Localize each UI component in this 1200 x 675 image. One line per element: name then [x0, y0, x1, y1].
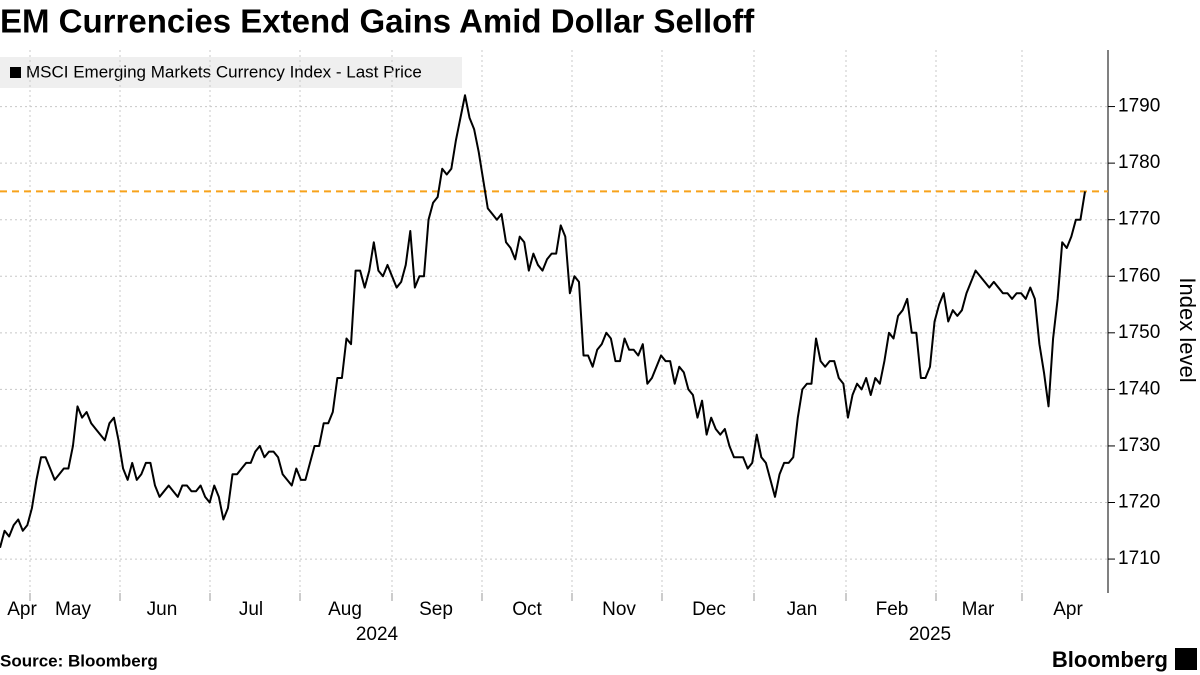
- y-tick-label: 1710: [1118, 548, 1160, 569]
- legend-swatch: [10, 67, 21, 78]
- x-tick-label: Jul: [239, 599, 263, 620]
- x-tick-label: Dec: [692, 599, 726, 620]
- x-tick-label: Feb: [876, 599, 909, 620]
- data-line: [0, 94, 1086, 549]
- y-tick-label: 1740: [1118, 378, 1160, 399]
- x-tick-label: Mar: [962, 599, 995, 620]
- chart-title: EM Currencies Extend Gains Amid Dollar S…: [0, 3, 755, 40]
- year-label: 2025: [909, 624, 951, 645]
- x-tick-label: Oct: [512, 599, 542, 620]
- year-label: 2024: [356, 624, 399, 645]
- brand: Bloomberg: [1052, 647, 1168, 672]
- x-tick-label: Jun: [147, 599, 178, 620]
- brand-icon: [1175, 648, 1197, 670]
- legend-box: [0, 57, 462, 88]
- x-tick-label: Apr: [1053, 599, 1083, 620]
- y-tick-label: 1750: [1118, 322, 1160, 343]
- x-tick-label: Sep: [419, 599, 453, 620]
- y-tick-label: 1790: [1118, 96, 1160, 117]
- x-tick-label: Aug: [328, 599, 362, 620]
- x-tick-label: May: [55, 599, 91, 620]
- y-tick-label: 1780: [1118, 152, 1160, 173]
- y-axis-label: Index level: [1175, 277, 1200, 382]
- x-tick-label: Nov: [602, 599, 636, 620]
- x-tick-label: Apr: [7, 599, 37, 620]
- y-tick-label: 1760: [1118, 265, 1160, 286]
- y-tick-label: 1770: [1118, 209, 1160, 230]
- source: Source: Bloomberg: [0, 651, 158, 670]
- legend-label: MSCI Emerging Markets Currency Index - L…: [26, 62, 422, 81]
- x-tick-label: Jan: [787, 599, 818, 620]
- y-tick-label: 1730: [1118, 435, 1160, 456]
- y-tick-label: 1720: [1118, 492, 1160, 513]
